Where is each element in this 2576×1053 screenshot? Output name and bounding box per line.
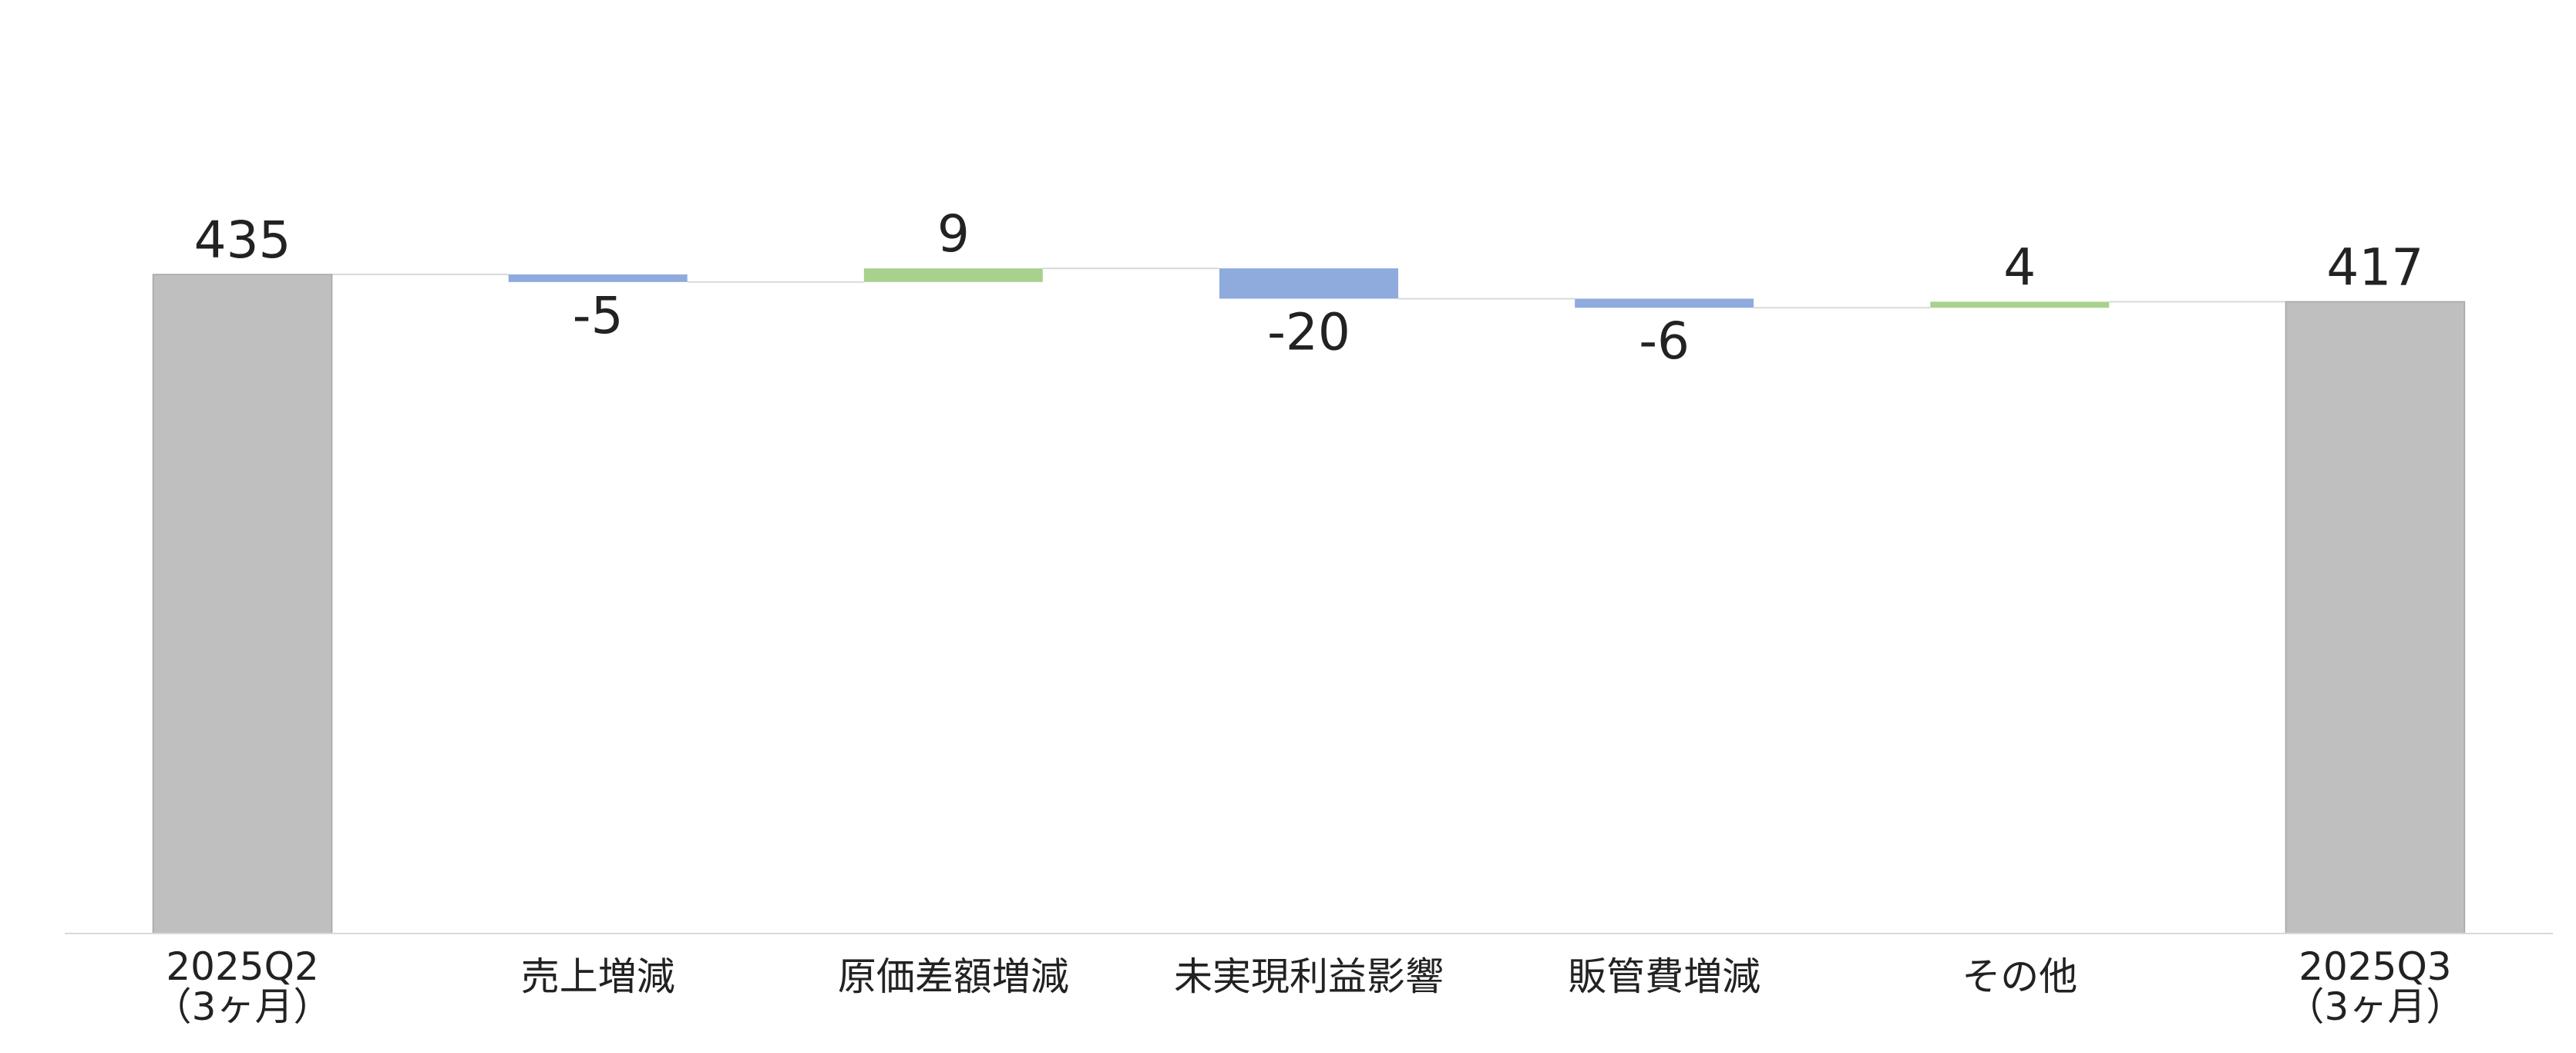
- category-label-0-line-1: （3ヶ月）: [153, 984, 332, 1029]
- value-label-1: -5: [573, 286, 624, 345]
- value-label-0: 435: [194, 210, 291, 270]
- category-label-3: 未実現利益影響: [1174, 954, 1444, 999]
- value-label-3: -20: [1267, 302, 1350, 362]
- value-labels: 435 -5 9 -20 -6 4 417: [194, 204, 2424, 371]
- category-labels: 2025Q2（3ヶ月）売上増減 原価差額増減 未実現利益影響 販管費増減 その他 2025…: [153, 944, 2465, 1029]
- category-label-4: 販管費増減: [1568, 954, 1760, 999]
- category-label-6-line-0: 2025Q3: [2299, 944, 2451, 989]
- category-label-6-line-1: （3ヶ月）: [2286, 984, 2465, 1029]
- bar-4: [1575, 298, 1754, 308]
- category-label-0-line-0: 2025Q2: [166, 944, 318, 989]
- value-label-4: -6: [1639, 311, 1690, 371]
- bar-6: [2285, 301, 2466, 934]
- category-label-5: その他: [1962, 954, 2077, 999]
- value-label-5: 4: [2003, 237, 2036, 297]
- bars: [152, 268, 2466, 934]
- bar-3: [1219, 268, 1398, 299]
- bar-2: [863, 268, 1043, 282]
- connector-lines: [331, 267, 2286, 309]
- bar-1: [508, 274, 688, 282]
- value-label-6: 417: [2326, 237, 2423, 297]
- category-label-2: 原価差額増減: [838, 954, 1069, 999]
- value-label-2: 9: [937, 204, 970, 264]
- bar-5: [1930, 301, 2110, 308]
- category-label-1: 売上増減: [521, 954, 675, 999]
- bar-0: [152, 274, 333, 934]
